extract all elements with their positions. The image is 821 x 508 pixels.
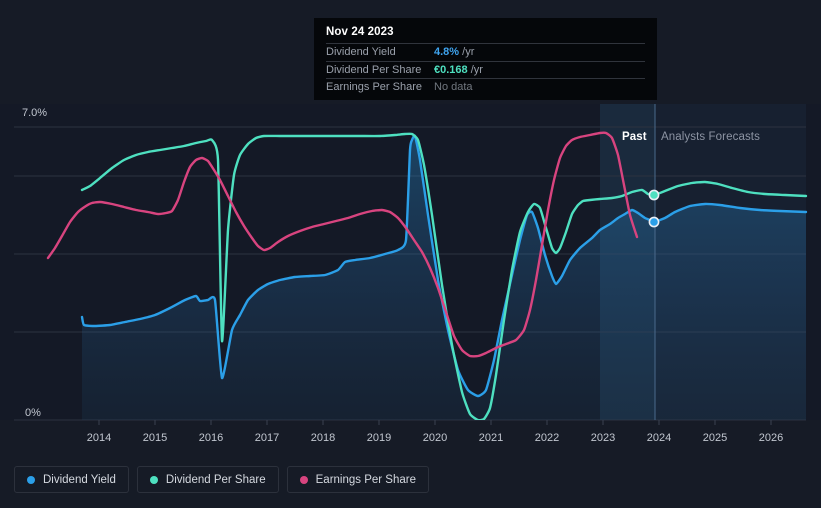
tooltip-row-label: Dividend Yield [326, 46, 396, 59]
tooltip-row-value: 4.8% /yr [434, 46, 474, 58]
x-axis-label-2021: 2021 [478, 432, 504, 444]
x-axis-label-2024: 2024 [646, 432, 672, 444]
data-point-markers[interactable] [648, 189, 660, 228]
x-axis-label-2019: 2019 [366, 432, 392, 444]
y-axis-min-label: 0% [25, 407, 41, 419]
legend-item-label: Dividend Yield [43, 473, 116, 486]
y-axis-max-label: 7.0% [22, 107, 48, 119]
chart-svg [14, 104, 808, 425]
chart-legend[interactable]: Dividend Yield Dividend Per Share Earnings… [14, 466, 429, 493]
legend-color-dot-icon [27, 475, 35, 484]
marker-dividend-yield[interactable] [648, 216, 660, 228]
legend-item-label: Dividend Per Share [165, 473, 266, 486]
series-line-dividend-yield [80, 134, 808, 398]
legend-item-dividend-per-share[interactable]: Dividend Per Share [136, 466, 279, 493]
legend-item-label: Earnings Per Share [315, 473, 416, 486]
series-layer [46, 131, 808, 420]
era-label-past: Past [622, 131, 647, 143]
marker-dividend-per-share[interactable] [648, 189, 660, 201]
tooltip-row-value: No data [434, 81, 473, 94]
x-axis-label-2015: 2015 [142, 432, 168, 444]
series-area-dividend-yield [82, 135, 806, 420]
chart-plot-area[interactable]: Past Analysts Forecasts 7.0% 0% 2014 2015… [0, 0, 821, 460]
tooltip-row: Dividend Yield 4.8% /yr [326, 43, 645, 61]
legend-item-dividend-yield[interactable]: Dividend Yield [14, 466, 129, 493]
tooltip-value-number: 4.8% [434, 46, 460, 59]
x-axis-label-2020: 2020 [422, 432, 448, 444]
x-axis-label-2022: 2022 [534, 432, 560, 444]
legend-color-dot-icon [149, 475, 158, 484]
tooltip-row-label: Earnings Per Share [326, 81, 422, 94]
era-label-forecast: Analysts Forecasts [661, 131, 760, 143]
x-axis-label-2014: 2014 [86, 432, 112, 444]
tooltip-row-label: Dividend Per Share [326, 63, 422, 76]
x-axis-label-2025: 2025 [702, 432, 728, 444]
x-axis-label-2016: 2016 [198, 432, 224, 444]
x-axis-label-2017: 2017 [254, 432, 280, 444]
legend-color-dot-icon [299, 475, 308, 484]
tooltip-rows: Dividend Yield 4.8% /yr Dividend Per Share… [326, 43, 645, 96]
tooltip-date: Nov 24 2023 [326, 26, 394, 38]
x-axis-ticks [98, 420, 772, 425]
x-axis-label-2023: 2023 [590, 432, 616, 444]
tooltip-row-value: €0.168 /yr [434, 64, 483, 76]
series-line-earnings-per-share [46, 131, 639, 358]
hover-tooltip: Nov 24 2023 Dividend Yield 4.8% /yr Divide… [314, 18, 657, 100]
tooltip-row: Dividend Per Share €0.168 /yr [326, 60, 645, 79]
series-line-dividend-per-share [80, 132, 808, 420]
legend-item-earnings-per-share[interactable]: Earnings Per Share [286, 466, 429, 493]
tooltip-value-unit: /yr [467, 63, 483, 76]
tooltip-value-number: €0.168 [434, 63, 468, 76]
tooltip-value-unit: /yr [459, 46, 475, 59]
tooltip-row: Earnings Per Share No data [326, 78, 645, 96]
x-axis-label-2018: 2018 [310, 432, 336, 444]
x-axis-label-2026: 2026 [758, 432, 784, 444]
